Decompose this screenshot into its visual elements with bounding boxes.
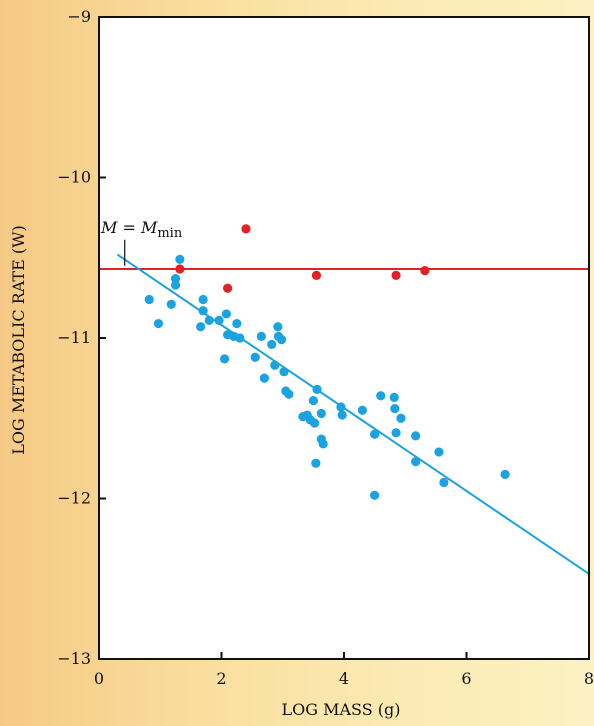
annotation-m: M	[100, 218, 118, 237]
data-point-s1-2	[241, 224, 251, 234]
data-point-s0-7	[198, 294, 208, 305]
y-tick-label-4: −9	[67, 7, 91, 26]
data-point-s0-24	[276, 335, 287, 345]
y-tick-label-1: −12	[57, 489, 91, 508]
data-point-s0-2	[166, 299, 176, 309]
data-point-s0-0	[144, 294, 154, 305]
annotation-equals: =	[117, 218, 141, 237]
data-point-s0-6	[196, 322, 206, 332]
x-tick-label-0: 0	[94, 669, 104, 688]
data-point-s0-40	[357, 405, 367, 415]
data-point-s0-35	[316, 408, 326, 419]
data-point-s0-11	[219, 354, 230, 364]
data-point-s0-20	[267, 339, 277, 350]
data-point-s0-42	[370, 490, 380, 500]
data-point-s0-46	[391, 428, 401, 438]
data-point-s0-51	[439, 477, 449, 488]
y-tick-label-2: −11	[57, 328, 91, 347]
data-point-s1-0	[175, 264, 185, 274]
y-axis-ticks: −13 −12 −11 −10 −9	[57, 7, 106, 668]
y-tick-label-3: −10	[57, 168, 91, 187]
data-point-s0-38	[336, 402, 346, 412]
x-tick-label-3: 6	[461, 669, 471, 688]
data-point-s0-16	[235, 333, 245, 343]
data-point-s0-5	[175, 254, 185, 264]
data-point-s0-9	[204, 315, 214, 325]
x-axis-label: LOG MASS (g)	[282, 700, 401, 719]
data-point-s0-49	[411, 456, 421, 467]
x-tick-label-1: 2	[216, 669, 226, 688]
points-layer	[144, 224, 510, 500]
data-point-s0-33	[312, 384, 322, 394]
data-point-s0-4	[170, 280, 181, 290]
data-point-s0-39	[337, 410, 347, 420]
y-axis-label: LOG METABOLIC RATE (W)	[9, 225, 28, 455]
data-point-s0-34	[311, 458, 321, 468]
data-point-s0-8	[198, 306, 208, 316]
data-point-s0-10	[214, 315, 224, 325]
data-point-s1-5	[420, 265, 430, 276]
data-point-s0-45	[390, 404, 400, 414]
data-point-s0-48	[411, 431, 421, 441]
data-point-s0-52	[500, 469, 510, 480]
data-point-s0-15	[232, 318, 242, 329]
data-point-s0-17	[250, 352, 260, 362]
data-point-s0-1	[153, 318, 164, 329]
series-line-1	[116, 253, 590, 575]
data-point-s0-21	[270, 360, 280, 370]
data-point-s0-3	[170, 274, 181, 284]
annotation-m-min: M	[140, 218, 158, 237]
plot-area	[99, 17, 589, 659]
data-point-s0-12	[221, 309, 231, 319]
annotation-subscript-min: min	[157, 226, 182, 241]
x-tick-label-4: 8	[584, 669, 594, 688]
data-point-s0-18	[256, 331, 266, 341]
data-point-s1-1	[223, 283, 233, 293]
x-tick-label-2: 4	[339, 669, 349, 688]
y-tick-label-0: −13	[57, 649, 91, 668]
data-point-s0-27	[284, 389, 294, 399]
data-point-s0-44	[389, 392, 399, 402]
data-point-s0-19	[259, 373, 269, 383]
data-point-s1-4	[391, 270, 401, 281]
data-point-s1-3	[311, 270, 322, 281]
data-point-s0-43	[376, 391, 386, 401]
data-point-s0-25	[279, 367, 289, 377]
x-axis-ticks: 0 2 4 6 8	[94, 652, 594, 688]
data-point-s0-31	[308, 395, 318, 406]
data-point-s0-41	[370, 429, 380, 439]
data-point-s0-22	[273, 322, 283, 332]
annotation-m-equals-mmin: M = Mmin	[100, 218, 183, 241]
data-point-s0-47	[396, 413, 406, 423]
data-point-s0-32	[310, 418, 320, 428]
data-point-s0-37	[318, 439, 328, 449]
data-point-s0-50	[434, 447, 444, 457]
